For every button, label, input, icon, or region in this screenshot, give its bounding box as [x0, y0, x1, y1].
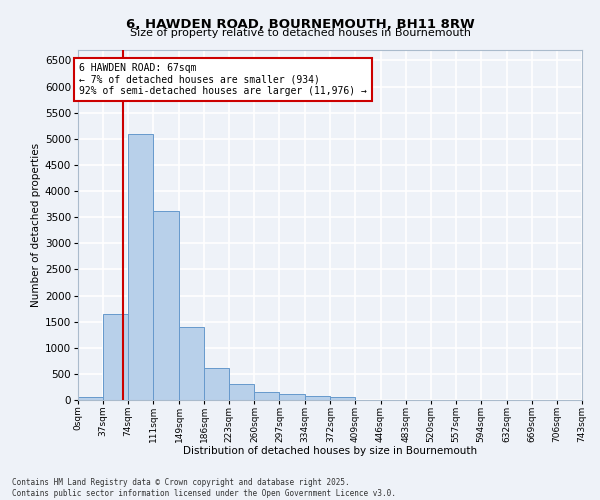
Bar [305, 396, 331, 400]
Y-axis label: Number of detached properties: Number of detached properties [31, 143, 41, 307]
Bar [229, 384, 254, 400]
Bar [179, 327, 204, 400]
Bar [254, 392, 280, 400]
Bar [78, 397, 103, 400]
Text: 6 HAWDEN ROAD: 67sqm
← 7% of detached houses are smaller (934)
92% of semi-detac: 6 HAWDEN ROAD: 67sqm ← 7% of detached ho… [79, 63, 367, 96]
Bar [128, 134, 153, 400]
Bar [280, 394, 305, 400]
Bar [204, 368, 229, 400]
X-axis label: Distribution of detached houses by size in Bournemouth: Distribution of detached houses by size … [183, 446, 477, 456]
Text: Contains HM Land Registry data © Crown copyright and database right 2025.
Contai: Contains HM Land Registry data © Crown c… [12, 478, 396, 498]
Bar [331, 397, 355, 400]
Text: 6, HAWDEN ROAD, BOURNEMOUTH, BH11 8RW: 6, HAWDEN ROAD, BOURNEMOUTH, BH11 8RW [125, 18, 475, 30]
Text: Size of property relative to detached houses in Bournemouth: Size of property relative to detached ho… [130, 28, 470, 38]
Bar [103, 314, 128, 400]
Bar [153, 211, 179, 400]
